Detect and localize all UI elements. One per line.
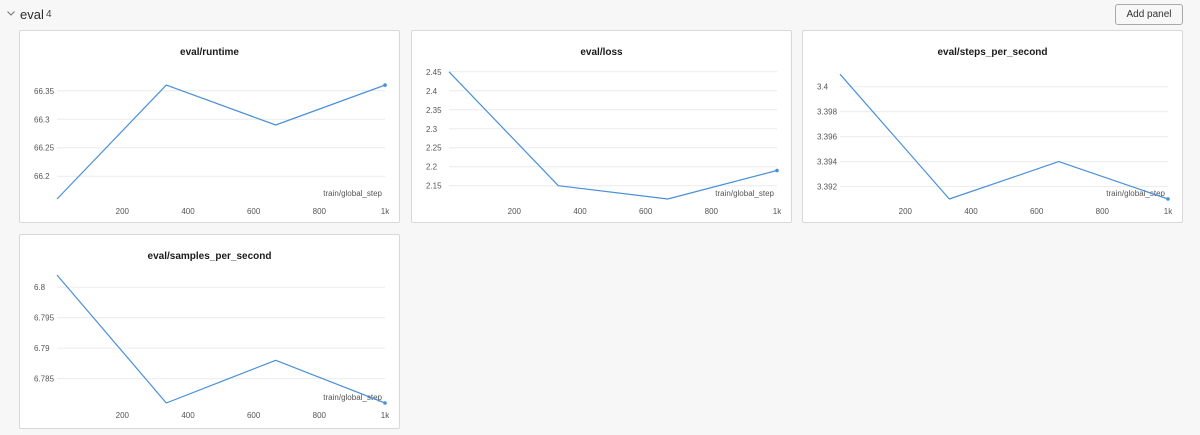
y-tick-label: 66.25	[34, 144, 55, 153]
chart-panel-eval-samples-per-second[interactable]: eval/samples_per_second 6.785 6.79 6.795 6.8…	[19, 234, 400, 429]
data-point[interactable]	[383, 83, 387, 87]
y-tick-label: 3.392	[817, 183, 838, 192]
chevron-down-icon[interactable]	[5, 7, 17, 19]
y-tick-label: 6.785	[34, 375, 55, 384]
x-tick-label: 800	[1096, 207, 1110, 216]
section-panel-count: 4	[46, 9, 52, 20]
chart-title: eval/runtime	[180, 47, 239, 58]
y-tick-label: 3.4	[817, 83, 829, 92]
chart-panel-eval-steps-per-second[interactable]: eval/steps_per_second 3.392 3.394 3.396 3.39…	[802, 30, 1183, 223]
chart-title: eval/samples_per_second	[148, 251, 272, 262]
data-point[interactable]	[1166, 197, 1170, 201]
x-tick-label: 400	[964, 207, 978, 216]
series-line[interactable]	[448, 71, 778, 200]
y-tick-label: 2.45	[426, 68, 442, 77]
x-tick-label: 200	[116, 207, 130, 216]
y-tick-label: 6.79	[34, 344, 50, 353]
x-axis-label: train/global_step	[1106, 189, 1165, 198]
chart-title: eval/steps_per_second	[937, 47, 1047, 58]
y-tick-label: 2.2	[426, 163, 438, 172]
series-line[interactable]	[56, 274, 386, 404]
add-panel-button[interactable]: Add panel	[1115, 4, 1183, 25]
y-tick-label: 3.394	[817, 158, 838, 167]
series-line[interactable]	[56, 84, 386, 200]
y-tick-label: 66.3	[34, 115, 50, 124]
x-tick-label: 600	[247, 207, 261, 216]
chart-svg: eval/samples_per_second 6.785 6.79 6.795 6.8…	[34, 251, 390, 420]
chart-title: eval/loss	[580, 47, 623, 58]
x-axis-label: train/global_step	[715, 189, 774, 198]
y-tick-label: 6.795	[34, 314, 55, 323]
y-tick-label: 2.3	[426, 125, 438, 134]
x-tick-label: 1k	[1164, 207, 1173, 216]
x-tick-label: 1k	[381, 207, 390, 216]
x-tick-label: 400	[181, 411, 195, 420]
data-point[interactable]	[775, 168, 779, 173]
x-tick-label: 800	[705, 207, 719, 216]
x-tick-label: 1k	[381, 411, 390, 420]
chart-svg: eval/runtime 66.2 66.25 66.3 66.35 200 400 600 8…	[34, 47, 390, 216]
y-tick-label: 66.2	[34, 172, 50, 181]
chart-panel-eval-loss[interactable]: eval/loss 2.15 2.2 2.25 2.3 2.35 2.4 2.45 200 400…	[411, 30, 792, 223]
data-point[interactable]	[383, 401, 387, 405]
section-title[interactable]: eval	[20, 7, 44, 22]
y-tick-label: 3.396	[817, 133, 838, 142]
x-tick-label: 200	[116, 411, 130, 420]
x-tick-label: 200	[508, 207, 522, 216]
x-tick-label: 600	[247, 411, 261, 420]
panel-section-header: eval 4 Add panel	[0, 0, 1200, 30]
y-tick-label: 6.8	[34, 283, 46, 292]
y-tick-label: 2.35	[426, 106, 442, 115]
x-axis-label: train/global_step	[323, 393, 382, 402]
chart-svg: eval/loss 2.15 2.2 2.25 2.3 2.35 2.4 2.45 200 400…	[426, 47, 782, 216]
x-tick-label: 800	[313, 207, 327, 216]
series-line[interactable]	[839, 73, 1169, 200]
x-tick-label: 1k	[773, 207, 782, 216]
y-tick-label: 2.25	[426, 144, 442, 153]
chart-panel-eval-runtime[interactable]: eval/runtime 66.2 66.25 66.3 66.35 200 400 600 8…	[19, 30, 400, 223]
x-tick-label: 200	[899, 207, 913, 216]
y-tick-label: 66.35	[34, 87, 55, 96]
x-axis-label: train/global_step	[323, 189, 382, 198]
x-tick-label: 600	[1030, 207, 1044, 216]
y-tick-label: 2.15	[426, 182, 442, 191]
y-tick-label: 2.4	[426, 87, 438, 96]
x-tick-label: 400	[573, 207, 587, 216]
x-tick-label: 800	[313, 411, 327, 420]
y-tick-label: 3.398	[817, 108, 838, 117]
x-tick-label: 600	[639, 207, 653, 216]
x-tick-label: 400	[181, 207, 195, 216]
chart-svg: eval/steps_per_second 3.392 3.394 3.396 3.39…	[817, 47, 1173, 216]
